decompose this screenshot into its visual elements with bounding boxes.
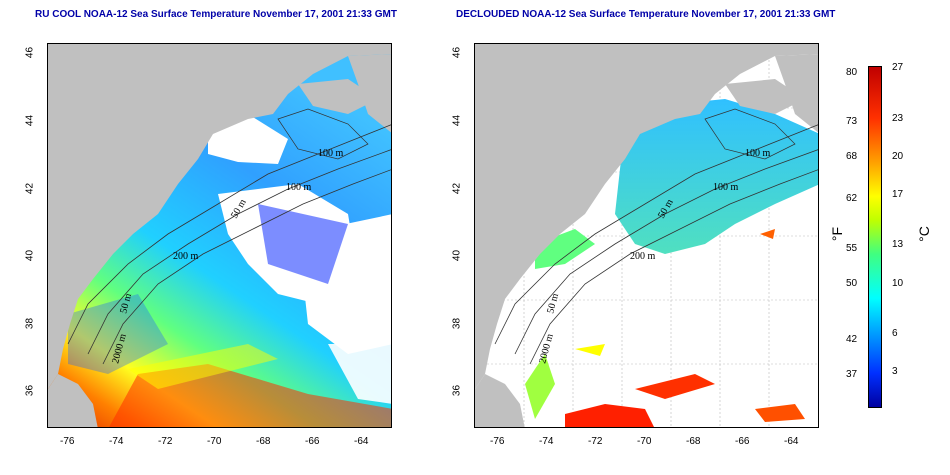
- contour-label: 100 m: [713, 182, 739, 193]
- right-map-title: DECLOUDED NOAA-12 Sea Surface Temperatur…: [456, 9, 836, 20]
- c-tick: 20: [892, 151, 904, 162]
- lon-tick: -66: [735, 436, 750, 447]
- lat-tick: 36: [451, 384, 463, 397]
- lon-tick: -72: [158, 436, 173, 447]
- c-tick: 23: [892, 113, 904, 124]
- lat-tick: 36: [24, 384, 36, 397]
- temperature-colorbar: [868, 66, 882, 408]
- c-tick: 13: [892, 239, 904, 250]
- lon-tick: -74: [539, 436, 554, 447]
- declouded-sst-image: 100 m 100 m 50 m 200 m 50 m 2000 m: [475, 44, 818, 427]
- f-tick: 80: [846, 67, 858, 78]
- contour-label: 50 m: [545, 292, 561, 315]
- lat-tick: 38: [451, 317, 463, 330]
- c-tick: 10: [892, 278, 904, 289]
- f-tick: 37: [846, 369, 858, 380]
- lat-tick: 42: [451, 182, 463, 195]
- c-tick: 3: [892, 366, 898, 377]
- f-tick: 62: [846, 193, 858, 204]
- contour-label: 50 m: [118, 292, 134, 315]
- c-tick: 6: [892, 328, 898, 339]
- lat-tick: 42: [24, 182, 36, 195]
- contour-label: 200 m: [630, 251, 656, 262]
- celsius-unit-label: °C: [915, 226, 932, 242]
- lon-tick: -70: [207, 436, 222, 447]
- lat-tick: 40: [451, 249, 463, 262]
- f-tick: 55: [846, 243, 858, 254]
- lon-tick: -64: [784, 436, 799, 447]
- fahrenheit-unit-label: °F: [829, 226, 846, 242]
- f-tick: 42: [846, 334, 858, 345]
- lat-tick: 46: [451, 46, 463, 59]
- lon-tick: -64: [354, 436, 369, 447]
- lat-tick: 38: [24, 317, 36, 330]
- lon-tick: -68: [256, 436, 271, 447]
- left-map-title: RU COOL NOAA-12 Sea Surface Temperature …: [35, 9, 397, 20]
- lon-tick: -76: [490, 436, 505, 447]
- lon-tick: -72: [588, 436, 603, 447]
- lat-tick: 46: [24, 46, 36, 59]
- lon-tick: -74: [109, 436, 124, 447]
- lon-tick: -70: [637, 436, 652, 447]
- raw-sst-image: 100 m 100 m 50 m 200 m 50 m 2000 m: [48, 44, 391, 427]
- lon-tick: -66: [305, 436, 320, 447]
- lat-tick: 40: [24, 249, 36, 262]
- lat-tick: 44: [24, 114, 36, 127]
- c-tick: 17: [892, 189, 904, 200]
- declouded-sst-map: 100 m 100 m 50 m 200 m 50 m 2000 m: [474, 43, 819, 428]
- f-tick: 68: [846, 151, 858, 162]
- lon-tick: -68: [686, 436, 701, 447]
- f-tick: 73: [846, 116, 858, 127]
- contour-label: 100 m: [286, 182, 312, 193]
- lat-tick: 44: [451, 114, 463, 127]
- lon-tick: -76: [60, 436, 75, 447]
- contour-label: 100 m: [745, 148, 771, 159]
- contour-label: 100 m: [318, 148, 344, 159]
- raw-sst-map: 100 m 100 m 50 m 200 m 50 m 2000 m: [47, 43, 392, 428]
- contour-label: 200 m: [173, 251, 199, 262]
- f-tick: 50: [846, 278, 858, 289]
- c-tick: 27: [892, 62, 904, 73]
